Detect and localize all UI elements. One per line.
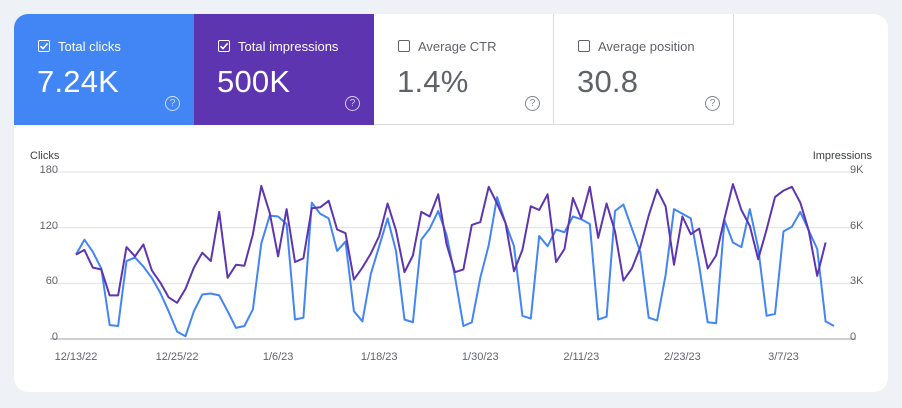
x-axis-tick-label: 1/6/23 xyxy=(262,351,294,363)
x-axis-tick-label: 2/23/23 xyxy=(664,351,701,363)
metric-tile-total-impressions[interactable]: Total impressions 500K ? xyxy=(194,14,374,125)
left-axis-title: Clicks xyxy=(30,150,60,162)
right-axis-tick-label: 9K xyxy=(850,164,864,176)
help-icon[interactable]: ? xyxy=(705,96,720,111)
series-line-impressions[interactable] xyxy=(75,183,827,304)
metric-label: Average CTR xyxy=(418,39,497,54)
metric-tile-total-clicks[interactable]: Total clicks 7.24K ? xyxy=(14,14,194,125)
x-axis-tick-label: 2/11/23 xyxy=(563,351,600,363)
left-axis-tick-label: 60 xyxy=(45,275,58,288)
metric-tile-average-ctr[interactable]: Average CTR 1.4% ? xyxy=(374,14,554,125)
help-icon[interactable]: ? xyxy=(525,96,540,111)
metric-value: 7.24K xyxy=(37,64,120,99)
right-axis-tick-label: 3K xyxy=(850,275,864,288)
x-axis-tick-label: 12/25/22 xyxy=(155,351,199,363)
series-line-clicks[interactable] xyxy=(75,196,835,338)
metric-label: Total impressions xyxy=(238,39,339,54)
left-axis-tick-label: 120 xyxy=(39,219,58,232)
checkbox-checked-icon[interactable] xyxy=(38,40,50,52)
performance-card: Total clicks 7.24K ? Total impressions 5… xyxy=(14,14,888,392)
metric-tile-average-position[interactable]: Average position 30.8 ? xyxy=(554,14,734,125)
performance-chart[interactable] xyxy=(14,14,888,392)
right-axis-title: Impressions xyxy=(812,150,872,162)
metric-tiles: Total clicks 7.24K ? Total impressions 5… xyxy=(14,14,734,125)
left-axis-tick-label: 0 xyxy=(51,331,58,343)
right-axis-tick-label: 0 xyxy=(850,331,857,343)
left-axis-tick-label: 180 xyxy=(39,164,58,176)
metric-value: 30.8 xyxy=(577,64,639,99)
checkbox-unchecked-icon[interactable] xyxy=(398,40,410,52)
x-axis-tick-label: 1/30/23 xyxy=(461,351,499,363)
x-axis-tick-label: 12/13/22 xyxy=(54,351,98,363)
metric-value: 500K xyxy=(217,64,291,99)
metric-value: 1.4% xyxy=(397,64,469,99)
checkbox-unchecked-icon[interactable] xyxy=(578,40,590,52)
x-axis-tick-label: 3/7/23 xyxy=(768,351,799,363)
help-icon[interactable]: ? xyxy=(165,96,180,111)
metric-label: Average position xyxy=(598,39,695,54)
help-icon[interactable]: ? xyxy=(345,96,360,111)
metric-label: Total clicks xyxy=(58,39,121,54)
right-axis-tick-label: 6K xyxy=(850,219,864,232)
checkbox-checked-icon[interactable] xyxy=(218,40,230,52)
x-axis-tick-label: 1/18/23 xyxy=(360,351,398,363)
